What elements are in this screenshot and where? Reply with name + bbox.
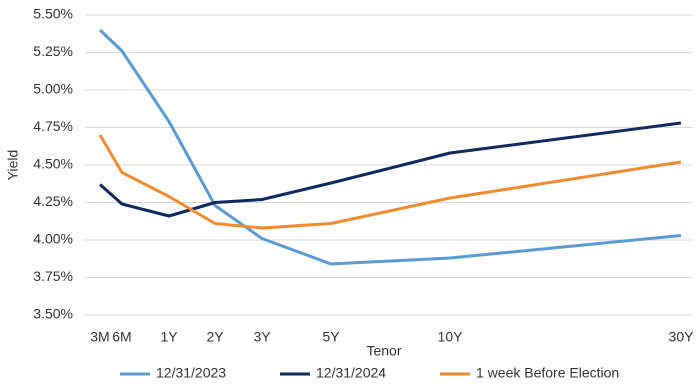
legend-label: 1 week Before Election <box>476 365 619 381</box>
x-tick-label: 5Y <box>322 329 340 345</box>
y-tick-label: 3.75% <box>33 268 73 284</box>
legend-label: 12/31/2023 <box>156 365 226 381</box>
y-axis-label: Yield <box>5 150 21 181</box>
x-tick-label: 3M <box>90 329 109 345</box>
line-series <box>98 28 682 266</box>
y-tick-label: 5.25% <box>33 43 73 59</box>
x-tick-label: 6M <box>112 329 131 345</box>
x-tick-label: 10Y <box>438 329 464 345</box>
line-series <box>98 134 682 230</box>
x-tick-label: 3Y <box>253 329 271 345</box>
y-tick-label: 4.00% <box>33 231 73 247</box>
y-tick-label: 5.50% <box>33 6 73 22</box>
x-tick-label: 30Y <box>669 329 695 345</box>
y-tick-label: 4.25% <box>33 193 73 209</box>
y-tick-label: 3.50% <box>33 306 73 322</box>
x-tick-label: 2Y <box>206 329 224 345</box>
x-tick-label: 1Y <box>160 329 178 345</box>
x-axis-label: Tenor <box>366 343 401 359</box>
y-tick-label: 4.75% <box>33 118 73 134</box>
legend-label: 12/31/2024 <box>316 365 386 381</box>
y-tick-label: 4.50% <box>33 156 73 172</box>
y-tick-label: 5.00% <box>33 81 73 97</box>
line-series <box>99 121 682 218</box>
